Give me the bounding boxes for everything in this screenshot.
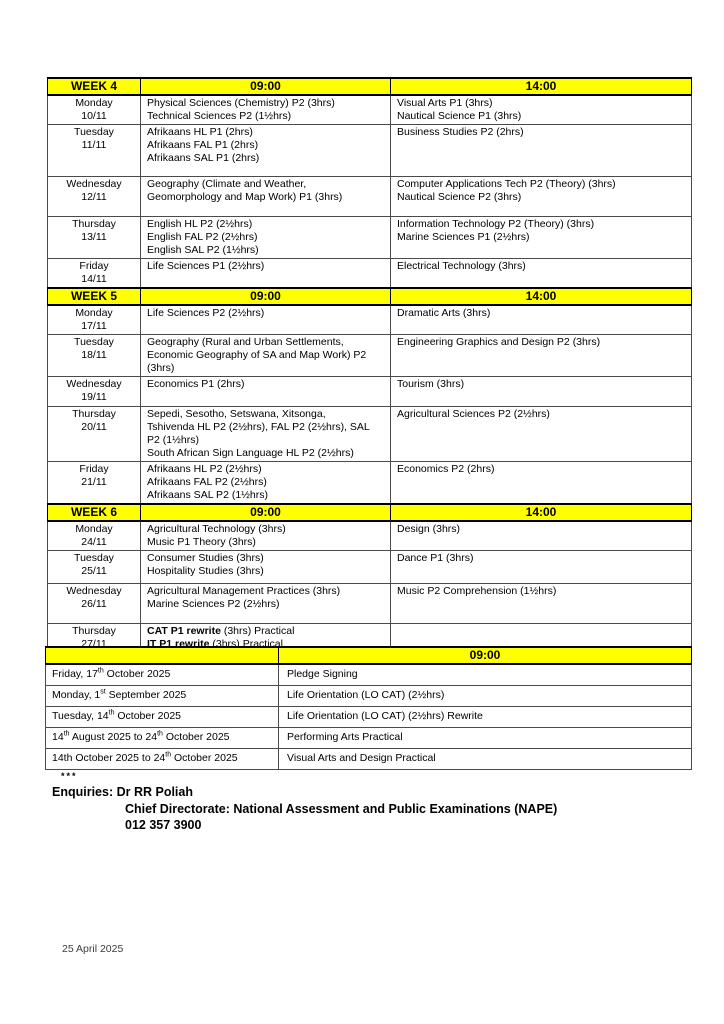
afternoon-cell: Economics P2 (2hrs) bbox=[390, 461, 692, 505]
event-date-cell: 14th October 2025 to 24th October 2025 bbox=[45, 747, 279, 770]
events-time-header-0900: 09:00 bbox=[278, 646, 692, 665]
rewrite-line: CAT P1 rewrite (3hrs) Practical bbox=[147, 625, 295, 637]
enquiries-block: Enquiries: Dr RR Poliah Chief Directorat… bbox=[52, 784, 557, 834]
morning-cell: Sepedi, Sesotho, Setswana, Xitsonga, Tsh… bbox=[140, 406, 391, 462]
afternoon-cell: Agricultural Sciences P2 (2½hrs) bbox=[390, 406, 692, 462]
morning-cell: English HL P2 (2½hrs) English FAL P2 (2½… bbox=[140, 216, 391, 259]
event-date-cell: Monday, 1st September 2025 bbox=[45, 684, 279, 707]
time-header-1400: 14:00 bbox=[390, 503, 692, 522]
timetable-row: Friday 21/11 Afrikaans HL P2 (2½hrs) Afri… bbox=[47, 461, 692, 505]
timetable-row: Wednesday 19/11 Economics P1 (2hrs) Touri… bbox=[47, 376, 692, 407]
afternoon-cell: Business Studies P2 (2hrs) bbox=[390, 124, 692, 177]
event-row: 14th October 2025 to 24th October 2025 V… bbox=[45, 747, 692, 770]
afternoon-cell: Information Technology P2 (Theory) (3hrs… bbox=[390, 216, 692, 259]
morning-cell: Life Sciences P2 (2½hrs) bbox=[140, 304, 391, 335]
event-row: 14th August 2025 to 24th October 2025 Pe… bbox=[45, 726, 692, 749]
week4-label: WEEK 4 bbox=[47, 77, 141, 96]
week5-label: WEEK 5 bbox=[47, 287, 141, 306]
day-cell: Monday 17/11 bbox=[47, 304, 141, 335]
exam-timetable-table: WEEK 4 09:00 14:00 Monday 10/11 Physical … bbox=[47, 77, 692, 654]
day-cell: Tuesday 25/11 bbox=[47, 550, 141, 584]
time-header-0900: 09:00 bbox=[140, 503, 391, 522]
day-cell: Tuesday 18/11 bbox=[47, 334, 141, 377]
event-activity-cell: Pledge Signing bbox=[278, 663, 692, 686]
afternoon-cell: Dramatic Arts (3hrs) bbox=[390, 304, 692, 335]
day-cell: Monday 10/11 bbox=[47, 94, 141, 125]
week6-label: WEEK 6 bbox=[47, 503, 141, 522]
events-header-empty-cell bbox=[45, 646, 279, 665]
enquiries-line3: 012 357 3900 bbox=[125, 818, 202, 832]
afternoon-cell: Electrical Technology (3hrs) bbox=[390, 258, 692, 289]
week5-header-row: WEEK 5 09:00 14:00 bbox=[47, 287, 692, 306]
day-cell: Friday 21/11 bbox=[47, 461, 141, 505]
timetable-row: Friday 14/11 Life Sciences P1 (2½hrs) Ele… bbox=[47, 258, 692, 289]
timetable-row: Monday 24/11 Agricultural Technology (3hr… bbox=[47, 520, 692, 551]
enquiries-line1: Enquiries: Dr RR Poliah bbox=[52, 785, 193, 799]
timetable-row: Tuesday 11/11 Afrikaans HL P1 (2hrs) Afri… bbox=[47, 124, 692, 177]
event-activity-cell: Visual Arts and Design Practical bbox=[278, 747, 692, 770]
day-cell: Thursday 13/11 bbox=[47, 216, 141, 259]
morning-cell: Consumer Studies (3hrs) Hospitality Stud… bbox=[140, 550, 391, 584]
morning-cell: Life Sciences P1 (2½hrs) bbox=[140, 258, 391, 289]
timetable-row: Wednesday 26/11 Agricultural Management P… bbox=[47, 583, 692, 624]
day-cell: Wednesday 19/11 bbox=[47, 376, 141, 407]
timetable-row: Monday 17/11 Life Sciences P2 (2½hrs) Dra… bbox=[47, 304, 692, 335]
events-header-row: 09:00 bbox=[45, 646, 692, 665]
morning-cell: Physical Sciences (Chemistry) P2 (3hrs) … bbox=[140, 94, 391, 125]
day-cell: Friday 14/11 bbox=[47, 258, 141, 289]
time-header-1400: 14:00 bbox=[390, 287, 692, 306]
timetable-row: Tuesday 25/11 Consumer Studies (3hrs) Hos… bbox=[47, 550, 692, 584]
timetable-row: Tuesday 18/11 Geography (Rural and Urban … bbox=[47, 334, 692, 377]
footer-date: 25 April 2025 bbox=[62, 943, 124, 955]
morning-cell: Geography (Climate and Weather, Geomorph… bbox=[140, 176, 391, 217]
morning-cell: Agricultural Technology (3hrs) Music P1 … bbox=[140, 520, 391, 551]
morning-cell: Afrikaans HL P1 (2hrs) Afrikaans FAL P1 … bbox=[140, 124, 391, 177]
day-cell: Wednesday 12/11 bbox=[47, 176, 141, 217]
event-row: Tuesday, 14th October 2025 Life Orientat… bbox=[45, 705, 692, 728]
afternoon-cell: Dance P1 (3hrs) bbox=[390, 550, 692, 584]
events-table: 09:00 Friday, 17th October 2025 Pledge S… bbox=[45, 646, 692, 770]
afternoon-cell: Music P2 Comprehension (1½hrs) bbox=[390, 583, 692, 624]
timetable-row: Wednesday 12/11 Geography (Climate and We… bbox=[47, 176, 692, 217]
event-activity-cell: Life Orientation (LO CAT) (2½hrs) Rewrit… bbox=[278, 705, 692, 728]
event-activity-cell: Life Orientation (LO CAT) (2½hrs) bbox=[278, 684, 692, 707]
day-cell: Monday 24/11 bbox=[47, 520, 141, 551]
time-header-1400: 14:00 bbox=[390, 77, 692, 96]
morning-cell: Economics P1 (2hrs) bbox=[140, 376, 391, 407]
asterisks-divider: *** bbox=[61, 771, 78, 781]
time-header-0900: 09:00 bbox=[140, 287, 391, 306]
afternoon-cell: Design (3hrs) bbox=[390, 520, 692, 551]
day-cell: Tuesday 11/11 bbox=[47, 124, 141, 177]
morning-cell: Geography (Rural and Urban Settlements, … bbox=[140, 334, 391, 377]
event-activity-cell: Performing Arts Practical bbox=[278, 726, 692, 749]
event-date-cell: Friday, 17th October 2025 bbox=[45, 663, 279, 686]
afternoon-cell: Visual Arts P1 (3hrs) Nautical Science P… bbox=[390, 94, 692, 125]
timetable-row: Monday 10/11 Physical Sciences (Chemistry… bbox=[47, 94, 692, 125]
day-cell: Wednesday 26/11 bbox=[47, 583, 141, 624]
event-date-cell: 14th August 2025 to 24th October 2025 bbox=[45, 726, 279, 749]
event-row: Monday, 1st September 2025 Life Orientat… bbox=[45, 684, 692, 707]
timetable-row: Thursday 13/11 English HL P2 (2½hrs) Engl… bbox=[47, 216, 692, 259]
week6-header-row: WEEK 6 09:00 14:00 bbox=[47, 503, 692, 522]
event-row: Friday, 17th October 2025 Pledge Signing bbox=[45, 663, 692, 686]
time-header-0900: 09:00 bbox=[140, 77, 391, 96]
week4-header-row: WEEK 4 09:00 14:00 bbox=[47, 77, 692, 96]
timetable-row: Thursday 20/11 Sepedi, Sesotho, Setswana,… bbox=[47, 406, 692, 462]
morning-cell: Afrikaans HL P2 (2½hrs) Afrikaans FAL P2… bbox=[140, 461, 391, 505]
event-date-cell: Tuesday, 14th October 2025 bbox=[45, 705, 279, 728]
day-cell: Thursday 20/11 bbox=[47, 406, 141, 462]
afternoon-cell: Tourism (3hrs) bbox=[390, 376, 692, 407]
enquiries-line2: Chief Directorate: National Assessment a… bbox=[125, 801, 558, 816]
afternoon-cell: Engineering Graphics and Design P2 (3hrs… bbox=[390, 334, 692, 377]
morning-cell: Agricultural Management Practices (3hrs)… bbox=[140, 583, 391, 624]
afternoon-cell: Computer Applications Tech P2 (Theory) (… bbox=[390, 176, 692, 217]
